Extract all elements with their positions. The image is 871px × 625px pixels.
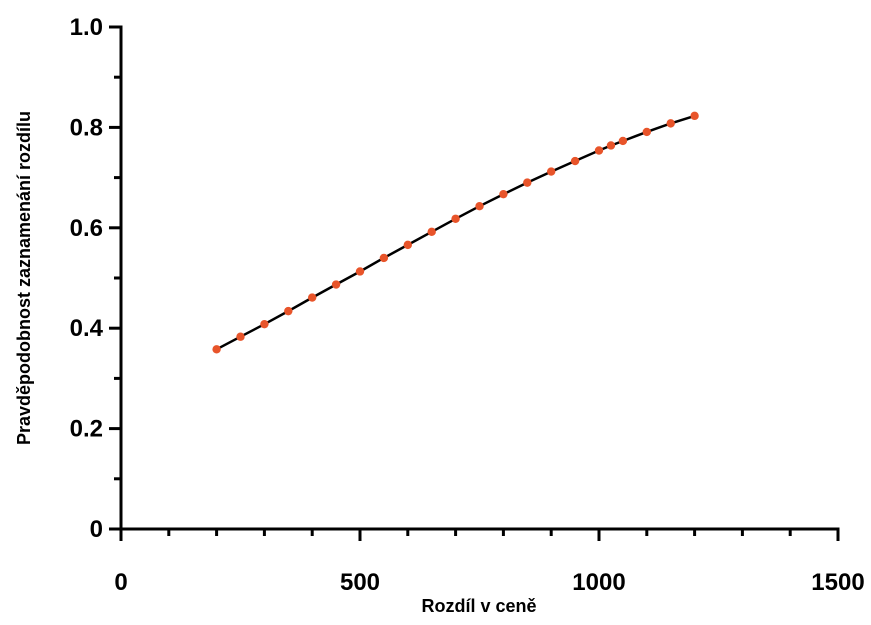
y-tick-label: 1.0 xyxy=(70,14,103,41)
data-point xyxy=(642,127,651,137)
x-tick-label: 1500 xyxy=(811,569,864,596)
data-point xyxy=(379,253,389,263)
data-point xyxy=(331,280,341,289)
data-point xyxy=(547,167,556,176)
y-tick-label: 0.2 xyxy=(70,416,103,443)
axes xyxy=(119,25,840,531)
data-point xyxy=(606,141,616,150)
data-point xyxy=(427,227,436,237)
data-point xyxy=(284,306,293,316)
series-line xyxy=(216,114,695,351)
data-point xyxy=(594,146,604,155)
tick-labels: 0 500 1000 1500 0 0.2 0.4 0.6 0.8 1.0 xyxy=(70,14,865,596)
data-point xyxy=(212,345,221,354)
y-tick-label: 0.8 xyxy=(70,114,103,141)
data-point xyxy=(523,178,532,187)
data-point xyxy=(690,111,699,121)
y-tick-label: 0 xyxy=(90,516,103,543)
x-axis-title: Rozdíl v ceně xyxy=(421,596,536,616)
data-point xyxy=(618,136,628,146)
data-point xyxy=(308,293,317,302)
data-point xyxy=(666,119,675,128)
data-point xyxy=(355,267,365,276)
y-axis-title: Pravděpodobnost zaznamenání rozdílu xyxy=(14,111,34,445)
data-point xyxy=(236,332,245,341)
y-tick-label: 0.6 xyxy=(70,215,103,242)
data-point xyxy=(570,156,580,166)
data-point xyxy=(475,202,484,211)
x-tick-label: 0 xyxy=(114,569,127,596)
data-point xyxy=(403,240,412,250)
data-point xyxy=(260,319,269,329)
x-tick-label: 1000 xyxy=(572,569,625,596)
x-tick-label: 500 xyxy=(340,569,380,596)
y-tick-label: 0.4 xyxy=(70,315,104,342)
data-point xyxy=(451,214,460,223)
series xyxy=(212,111,699,354)
data-point xyxy=(499,189,508,199)
ticks xyxy=(109,25,840,541)
